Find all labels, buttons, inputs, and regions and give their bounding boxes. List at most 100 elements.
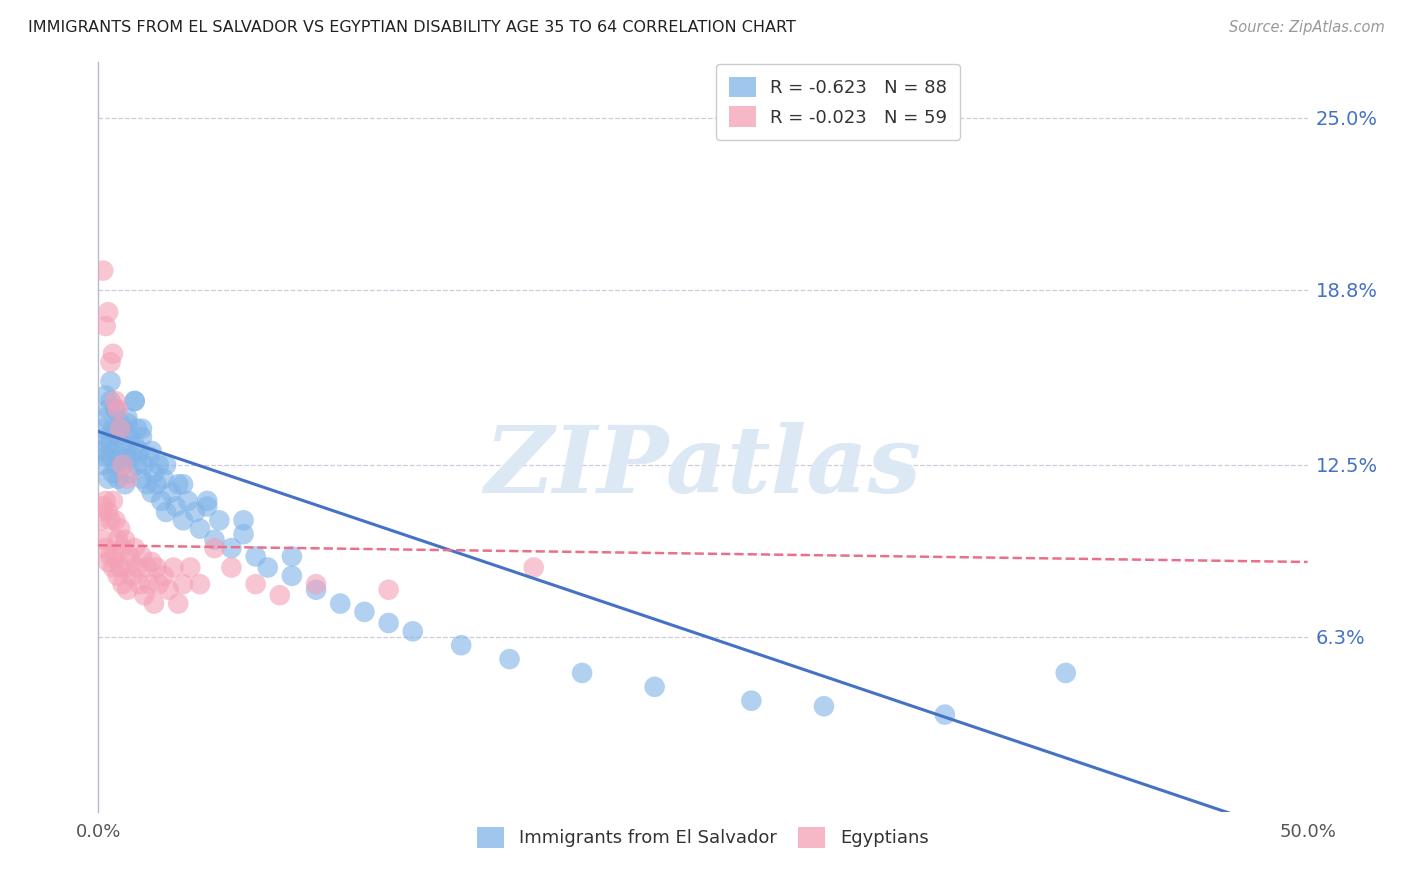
Point [94,450,117,464]
Point [108,560,131,574]
Point [94,410,117,425]
Point [131,430,153,444]
Point [97,555,120,569]
Point [571,665,593,680]
Point [104,513,127,527]
Point [118,549,141,564]
Point [118,430,141,444]
Point [135,560,157,574]
Point [107,533,129,547]
Point [107,472,129,486]
Point [141,444,163,458]
Point [127,422,149,436]
Point [94,319,117,334]
Point [131,472,153,486]
Point [152,472,174,486]
Point [162,560,184,574]
Point [377,582,399,597]
Point [104,458,127,472]
Point [281,549,304,564]
Point [152,569,174,583]
Point [104,402,127,417]
Point [269,588,291,602]
Point [114,533,136,547]
Point [177,494,200,508]
Point [204,541,226,555]
Point [523,560,546,574]
Point [167,597,190,611]
Point [134,588,156,602]
Point [167,477,190,491]
Point [208,513,231,527]
Point [90,444,112,458]
Point [128,444,150,458]
Point [813,699,835,714]
Point [94,494,117,508]
Point [377,615,399,630]
Point [644,680,666,694]
Point [100,394,122,409]
Legend: Immigrants from El Salvador, Egyptians: Immigrants from El Salvador, Egyptians [470,820,936,855]
Point [91,458,114,472]
Point [108,450,131,464]
Point [353,605,375,619]
Point [160,485,183,500]
Point [165,500,187,514]
Point [117,450,139,464]
Point [121,569,143,583]
Point [108,422,131,436]
Point [143,466,166,480]
Point [179,560,201,574]
Point [101,347,124,361]
Point [101,466,124,480]
Point [124,394,146,409]
Point [143,597,166,611]
Point [104,549,127,564]
Point [91,533,114,547]
Text: Source: ZipAtlas.com: Source: ZipAtlas.com [1229,20,1385,35]
Point [104,444,127,458]
Point [124,394,146,409]
Point [97,305,120,319]
Point [138,577,160,591]
Point [127,560,149,574]
Point [141,485,163,500]
Point [232,513,254,527]
Point [184,505,207,519]
Point [155,458,177,472]
Point [157,582,180,597]
Point [135,477,157,491]
Point [107,402,129,417]
Point [107,430,129,444]
Point [111,422,134,436]
Point [117,582,139,597]
Point [100,375,122,389]
Point [104,394,127,409]
Point [141,555,163,569]
Point [172,513,194,527]
Point [111,577,134,591]
Point [100,355,122,369]
Point [101,494,124,508]
Point [97,402,120,417]
Point [145,560,167,574]
Point [134,458,156,472]
Point [148,577,170,591]
Point [111,541,134,555]
Point [131,422,153,436]
Point [101,560,124,574]
Point [111,458,134,472]
Point [329,597,352,611]
Point [117,410,139,425]
Point [94,541,117,555]
Point [450,638,472,652]
Point [91,263,114,277]
Point [172,577,194,591]
Point [124,438,146,452]
Point [232,527,254,541]
Point [498,652,520,666]
Point [402,624,425,639]
Point [108,422,131,436]
Point [305,577,328,591]
Point [245,577,267,591]
